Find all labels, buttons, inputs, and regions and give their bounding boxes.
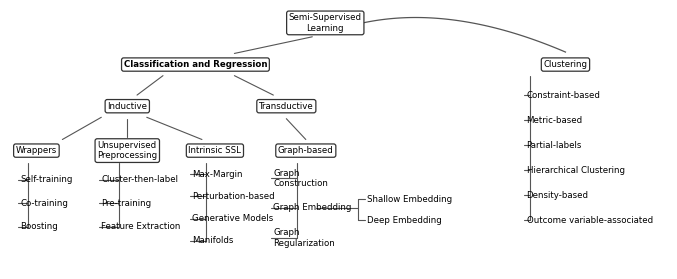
Text: Graph
Regularization: Graph Regularization xyxy=(274,228,335,248)
Text: Constraint-based: Constraint-based xyxy=(527,91,600,100)
Text: Transductive: Transductive xyxy=(259,102,313,111)
Text: Unsupervised
Preprocessing: Unsupervised Preprocessing xyxy=(97,141,157,160)
Text: Clustering: Clustering xyxy=(544,60,588,69)
Text: Manifolds: Manifolds xyxy=(192,236,234,245)
Text: Outcome variable-associated: Outcome variable-associated xyxy=(527,215,653,225)
Text: Classification and Regression: Classification and Regression xyxy=(124,60,267,69)
Text: Graph-based: Graph-based xyxy=(278,146,334,155)
Text: Inductive: Inductive xyxy=(107,102,148,111)
Text: Graph
Construction: Graph Construction xyxy=(274,169,328,188)
Text: Co-training: Co-training xyxy=(20,199,68,208)
Text: Cluster-then-label: Cluster-then-label xyxy=(102,175,178,184)
Text: Generative Models: Generative Models xyxy=(192,214,274,223)
Text: Density-based: Density-based xyxy=(527,191,588,199)
Text: Partial-labels: Partial-labels xyxy=(527,141,582,150)
Text: Max-Margin: Max-Margin xyxy=(192,170,242,179)
Text: Pre-training: Pre-training xyxy=(102,199,152,208)
Text: Feature Extraction: Feature Extraction xyxy=(102,222,181,232)
Text: Perturbation-based: Perturbation-based xyxy=(192,192,275,201)
Text: Graph Embedding: Graph Embedding xyxy=(274,203,352,212)
Text: Wrappers: Wrappers xyxy=(16,146,57,155)
Text: Metric-based: Metric-based xyxy=(527,116,583,124)
Text: Shallow Embedding: Shallow Embedding xyxy=(368,195,453,204)
Text: Intrinsic SSL: Intrinsic SSL xyxy=(188,146,242,155)
Text: Self-training: Self-training xyxy=(20,175,72,184)
Text: Semi-Supervised
Learning: Semi-Supervised Learning xyxy=(289,13,362,33)
Text: Hierarchical Clustering: Hierarchical Clustering xyxy=(527,165,624,175)
Text: Boosting: Boosting xyxy=(20,222,58,232)
Text: Deep Embedding: Deep Embedding xyxy=(368,215,442,225)
